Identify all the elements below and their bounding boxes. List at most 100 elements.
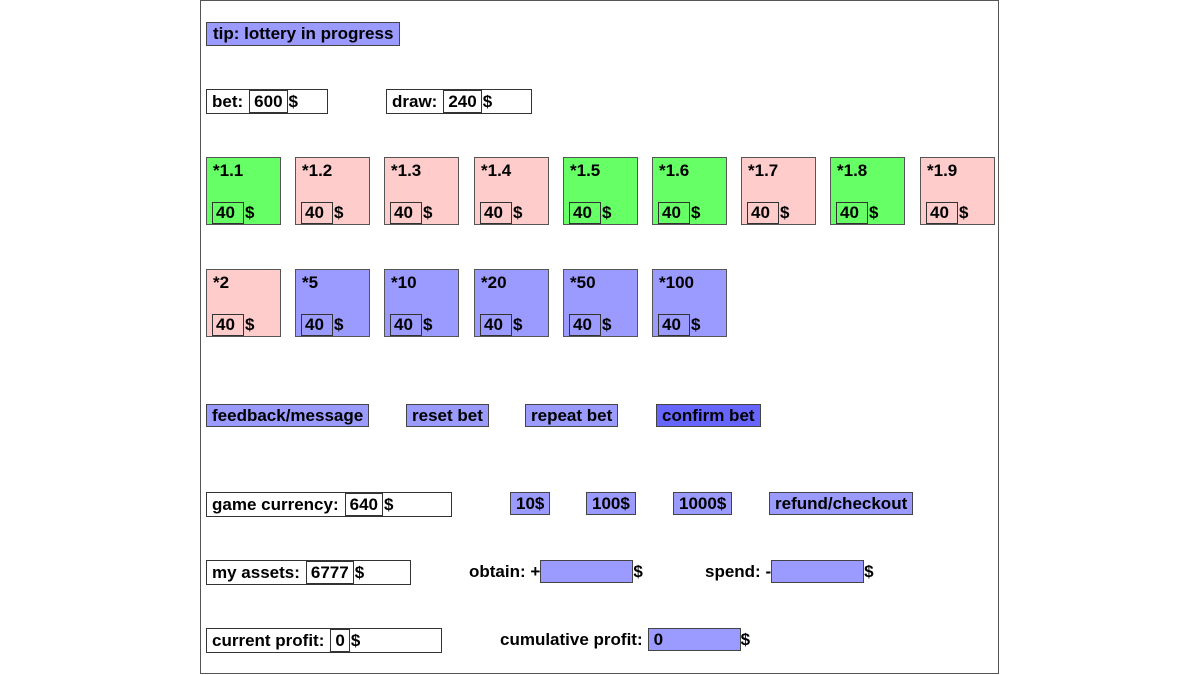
draw-label: draw:	[392, 92, 438, 111]
current-profit-unit: $	[350, 631, 361, 650]
multiplier-amount[interactable]: 40	[390, 202, 422, 224]
my-assets-unit: $	[354, 563, 365, 582]
cumulative-profit-unit: $	[740, 630, 751, 649]
multiplier-label: *5	[302, 273, 319, 292]
multiplier-label: *100	[659, 273, 694, 292]
bet-unit: $	[288, 92, 299, 111]
confirm-bet-button[interactable]: confirm bet	[656, 404, 761, 427]
multiplier-unit: $	[245, 203, 255, 222]
multiplier-unit: $	[334, 203, 344, 222]
multiplier-label: *50	[570, 273, 596, 292]
multiplier-label: *10	[391, 273, 417, 292]
multiplier-amount[interactable]: 40	[926, 202, 958, 224]
multiplier-card[interactable]: *1.2 40 $	[295, 157, 370, 225]
multiplier-amount[interactable]: 40	[212, 202, 244, 224]
obtain-label: obtain: +	[469, 562, 541, 581]
multiplier-card[interactable]: *1.5 40 $	[563, 157, 638, 225]
game-currency-unit: $	[384, 495, 394, 514]
multiplier-label: *1.4	[481, 161, 512, 180]
multiplier-unit: $	[780, 203, 790, 222]
spend-unit: $	[864, 562, 874, 581]
spend-field: spend: - $	[705, 560, 874, 583]
cumulative-profit-label: cumulative profit:	[500, 630, 643, 649]
obtain-unit: $	[633, 562, 643, 581]
current-profit-value: 0	[330, 629, 350, 652]
draw-unit: $	[482, 92, 493, 111]
bet-value[interactable]: 600	[249, 90, 288, 113]
multiplier-unit: $	[602, 203, 612, 222]
multiplier-unit: $	[513, 203, 523, 222]
multiplier-amount[interactable]: 40	[480, 314, 512, 336]
current-profit-field: current profit: 0 $	[206, 628, 442, 653]
multiplier-card[interactable]: *100 40 $	[652, 269, 727, 337]
multiplier-label: *1.8	[837, 161, 868, 180]
multiplier-card[interactable]: *1.8 40 $	[830, 157, 905, 225]
multiplier-card[interactable]: *1.7 40 $	[741, 157, 816, 225]
repeat-bet-button[interactable]: repeat bet	[525, 404, 619, 427]
multiplier-label: *2	[213, 273, 230, 292]
spend-value	[771, 560, 865, 583]
multiplier-label: *1.6	[659, 161, 690, 180]
reset-bet-button[interactable]: reset bet	[406, 404, 489, 427]
multiplier-unit: $	[602, 315, 612, 334]
multiplier-unit: $	[959, 203, 969, 222]
multiplier-unit: $	[423, 203, 433, 222]
cumulative-profit-value: 0	[647, 628, 741, 651]
multiplier-card[interactable]: *1.1 40 $	[206, 157, 281, 225]
multiplier-amount[interactable]: 40	[212, 314, 244, 336]
multiplier-label: *20	[481, 273, 507, 292]
spend-label: spend: -	[705, 562, 772, 581]
game-currency-value: 640	[344, 493, 383, 516]
multiplier-card[interactable]: *1.6 40 $	[652, 157, 727, 225]
multiplier-unit: $	[334, 315, 344, 334]
multiplier-label: *1.3	[391, 161, 422, 180]
multiplier-unit: $	[245, 315, 255, 334]
topup-1000-button[interactable]: 1000$	[673, 492, 733, 515]
multiplier-card[interactable]: *1.3 40 $	[384, 157, 459, 225]
multiplier-card[interactable]: *10 40 $	[384, 269, 459, 337]
multiplier-label: *1.2	[302, 161, 333, 180]
obtain-field: obtain: + $	[469, 560, 643, 583]
multiplier-unit: $	[423, 315, 433, 334]
multiplier-label: *1.9	[927, 161, 958, 180]
topup-100-button[interactable]: 100$	[586, 492, 636, 515]
multiplier-label: *1.1	[213, 161, 244, 180]
multiplier-card[interactable]: *5 40 $	[295, 269, 370, 337]
obtain-value	[540, 560, 634, 583]
multiplier-amount[interactable]: 40	[658, 202, 690, 224]
cumulative-profit-field: cumulative profit: 0 $	[500, 628, 750, 651]
multiplier-card[interactable]: *20 40 $	[474, 269, 549, 337]
topup-10-button[interactable]: 10$	[510, 492, 551, 515]
multiplier-unit: $	[869, 203, 879, 222]
multiplier-amount[interactable]: 40	[569, 314, 601, 336]
my-assets-value: 6777	[305, 561, 354, 584]
bet-field: bet: 600 $	[206, 89, 328, 114]
multiplier-unit: $	[691, 315, 701, 334]
multiplier-card[interactable]: *50 40 $	[563, 269, 638, 337]
multiplier-amount[interactable]: 40	[390, 314, 422, 336]
multiplier-amount[interactable]: 40	[301, 202, 333, 224]
draw-value: 240	[443, 90, 482, 113]
multiplier-card[interactable]: *2 40 $	[206, 269, 281, 337]
game-currency-label: game currency:	[212, 495, 339, 514]
refund-checkout-button[interactable]: refund/checkout	[769, 492, 914, 515]
my-assets-field: my assets: 6777 $	[206, 560, 411, 585]
game-currency-field: game currency: 640 $	[206, 492, 452, 517]
multiplier-label: *1.5	[570, 161, 601, 180]
multiplier-amount[interactable]: 40	[747, 202, 779, 224]
bet-label: bet:	[212, 92, 244, 111]
draw-field: draw: 240 $	[386, 89, 532, 114]
multiplier-unit: $	[513, 315, 523, 334]
feedback-message-button[interactable]: feedback/message	[206, 404, 370, 427]
multiplier-amount[interactable]: 40	[301, 314, 333, 336]
multiplier-card[interactable]: *1.4 40 $	[474, 157, 549, 225]
multiplier-unit: $	[691, 203, 701, 222]
multiplier-amount[interactable]: 40	[480, 202, 512, 224]
multiplier-amount[interactable]: 40	[569, 202, 601, 224]
multiplier-amount[interactable]: 40	[836, 202, 868, 224]
game-panel	[200, 0, 999, 674]
multiplier-card[interactable]: *1.9 40 $	[920, 157, 995, 225]
multiplier-label: *1.7	[748, 161, 779, 180]
my-assets-label: my assets:	[212, 563, 300, 582]
multiplier-amount[interactable]: 40	[658, 314, 690, 336]
